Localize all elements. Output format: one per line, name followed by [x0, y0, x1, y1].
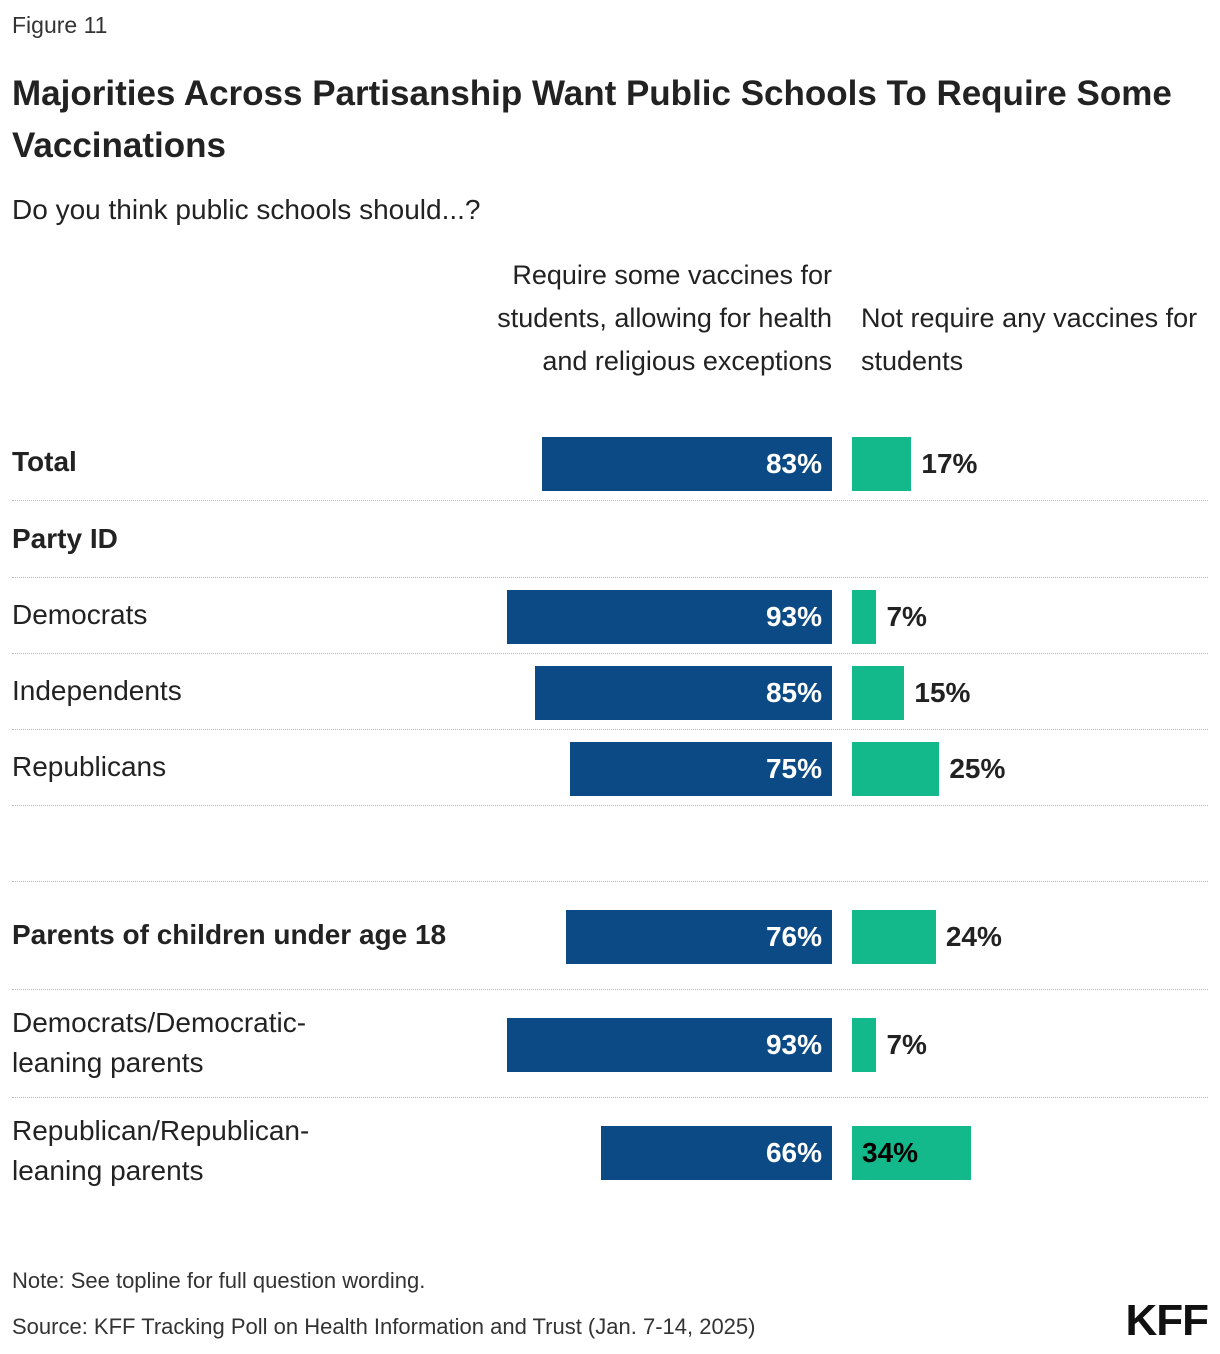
chart-subtitle: Do you think public schools should...? — [12, 194, 481, 225]
value-label: 15% — [914, 677, 971, 708]
value-label: 83% — [765, 448, 822, 479]
bar — [566, 910, 832, 964]
category-label: Republicans — [12, 751, 167, 782]
figure-label: Figure 11 — [12, 12, 108, 38]
bar — [507, 1018, 832, 1072]
value-label: 93% — [765, 1029, 822, 1060]
bar — [507, 590, 832, 644]
logo: KFF — [1125, 1296, 1209, 1345]
separator — [12, 653, 1208, 654]
source: Source: KFF Tracking Poll on Health Info… — [12, 1314, 756, 1339]
separator — [12, 500, 1208, 501]
bar — [535, 666, 832, 720]
bar — [852, 666, 905, 720]
separator — [12, 729, 1208, 730]
bar — [541, 437, 832, 491]
category-label: Total — [12, 446, 77, 477]
category-label: Republican/Republican-leaning parents — [12, 1115, 310, 1186]
separator — [12, 805, 1208, 806]
category-label: Party ID — [12, 522, 118, 554]
separator — [12, 1097, 1208, 1098]
bar — [852, 1126, 971, 1180]
value-label: 66% — [765, 1137, 822, 1168]
value-label: 17% — [921, 448, 978, 479]
series-header: Not require any vaccines for students — [861, 303, 1198, 376]
bar — [852, 910, 936, 964]
value-label: 7% — [886, 1029, 927, 1060]
value-label: 93% — [765, 601, 822, 632]
series-header: Require some vaccines for students, allo… — [497, 260, 832, 376]
separator — [12, 989, 1208, 990]
category-label: Democrats/Democratic-leaning parents — [12, 1007, 307, 1078]
note: Note: See topline for full question word… — [12, 1268, 426, 1293]
value-label: 24% — [945, 921, 1002, 952]
category-label: Parents of children under age 18 — [12, 919, 447, 950]
separator — [12, 577, 1208, 578]
bar — [852, 590, 877, 644]
value-label: 7% — [886, 601, 927, 632]
bar — [601, 1126, 832, 1180]
value-label: 75% — [765, 753, 822, 784]
category-label: Democrats — [12, 599, 148, 630]
chart-title: Majorities Across Partisanship Want Publ… — [12, 74, 1172, 165]
bar — [852, 742, 940, 796]
category-label: Independents — [12, 675, 182, 706]
bar — [852, 1018, 877, 1072]
bar — [852, 437, 912, 491]
bar — [569, 742, 832, 796]
value-label: 34% — [862, 1137, 919, 1168]
separator — [12, 881, 1208, 882]
value-label: 76% — [765, 921, 822, 952]
value-label: 25% — [949, 753, 1006, 784]
value-label: 85% — [765, 677, 822, 708]
